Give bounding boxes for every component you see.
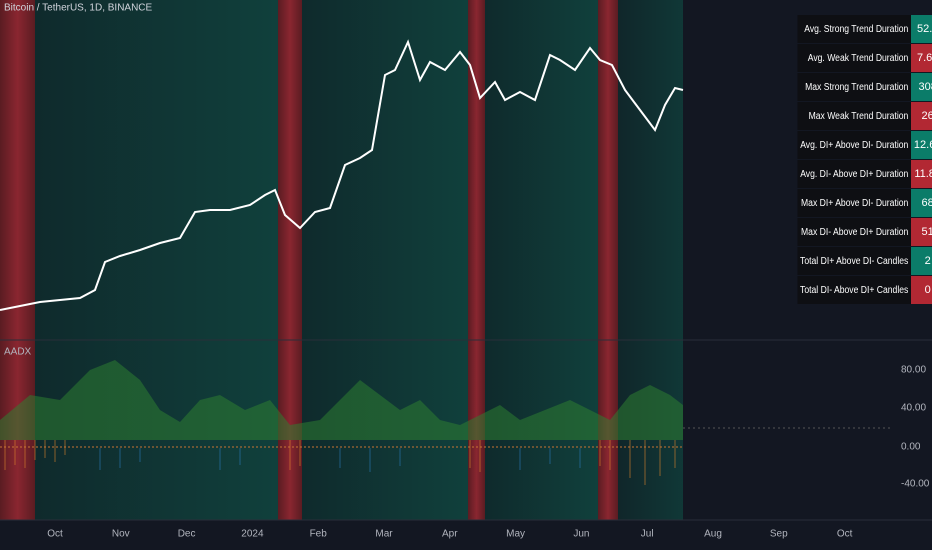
stat-value: 11.88 [910, 160, 932, 188]
stat-value: 68 [910, 189, 932, 217]
stat-value: 51 [910, 218, 932, 246]
stat-label: Avg. Strong Trend Duration [797, 15, 911, 43]
time-axis-label: May [506, 529, 525, 540]
symbol-title: Bitcoin / TetherUS, 1D, BINANCE [4, 3, 153, 14]
time-axis-label: Sep [770, 529, 788, 540]
stat-label: Avg. DI+ Above DI- Duration [797, 131, 911, 159]
time-axis-label: Apr [442, 529, 458, 540]
indicator-axis-label: 40.00 [901, 403, 926, 414]
background-bands [0, 0, 683, 520]
stat-value: 26 [910, 102, 932, 130]
time-axis-label: 2024 [241, 529, 264, 540]
stat-label: Max Strong Trend Duration [797, 73, 911, 101]
time-axis-label: Jun [573, 529, 589, 540]
price-candles [0, 39, 684, 311]
stat-value: 2 [910, 247, 932, 275]
table-row: Total DI+ Above DI- Candles 2 [779, 247, 932, 275]
stat-label: Total DI+ Above DI- Candles [797, 247, 911, 275]
table-row: Max DI- Above DI+ Duration 51 [779, 218, 932, 246]
stat-value: 52.5 [910, 15, 932, 43]
table-row: Max Weak Trend Duration 26 [779, 102, 932, 130]
time-axis-label: Feb [310, 529, 328, 540]
time-axis-label: Oct [47, 529, 63, 540]
table-row: Total DI- Above DI+ Candles 0 [779, 276, 932, 304]
time-axis-label: Aug [704, 529, 722, 540]
stat-label: Max DI+ Above DI- Duration [797, 189, 911, 217]
stat-label: Avg. Weak Trend Duration [797, 44, 911, 72]
di-histogram [4, 440, 676, 485]
indicator-axis-label: 80.00 [901, 365, 926, 376]
table-row: Max DI+ Above DI- Duration 68 [779, 189, 932, 217]
time-axis-label: Mar [375, 529, 393, 540]
time-axis-label: Nov [112, 529, 130, 540]
stat-label: Max Weak Trend Duration [797, 102, 911, 130]
time-axis-label: Oct [837, 529, 853, 540]
adx-area [0, 360, 683, 440]
stat-label: Avg. DI- Above DI+ Duration [797, 160, 911, 188]
stat-value: 12.66 [910, 131, 932, 159]
stat-value: 308 [910, 73, 932, 101]
table-row: Max Strong Trend Duration308 [779, 73, 932, 101]
indicator-axis-label: -40.00 [901, 479, 930, 490]
time-axis-label: Jul [641, 529, 654, 540]
stat-label: Total DI- Above DI+ Candles [797, 276, 911, 304]
indicator-name: AADX [4, 347, 32, 358]
di-minus-histogram [99, 448, 581, 472]
indicator-axis-label: 0.00 [901, 442, 921, 453]
stat-value: 7.69 [910, 44, 932, 72]
time-axis-label: Dec [178, 529, 196, 540]
stat-value: 0 [910, 276, 932, 304]
stat-label: Max DI- Above DI+ Duration [797, 218, 911, 246]
